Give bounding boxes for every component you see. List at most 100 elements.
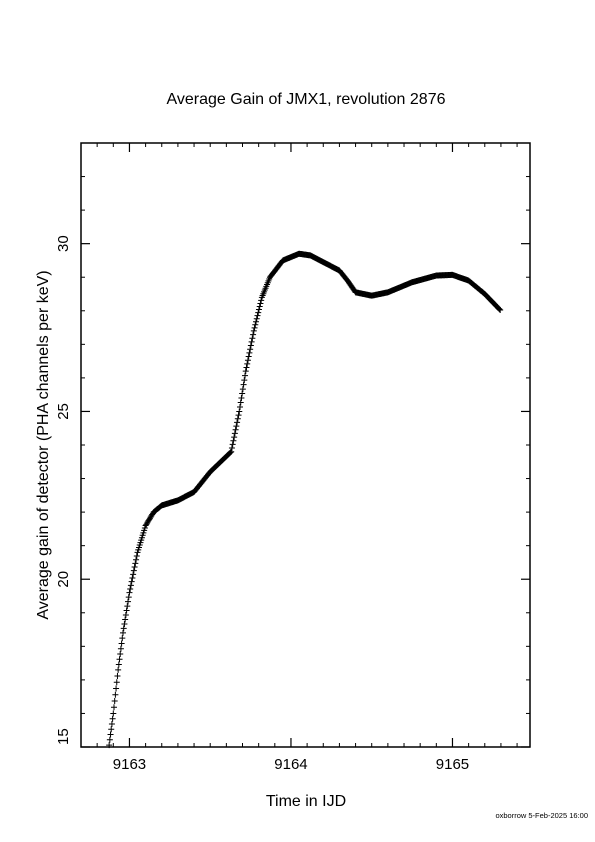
data-point bbox=[126, 589, 133, 596]
data-point bbox=[113, 679, 120, 686]
data-point bbox=[228, 448, 235, 455]
data-point bbox=[250, 331, 257, 338]
x-tick-label: 9165 bbox=[436, 756, 469, 773]
data-point bbox=[496, 306, 503, 313]
data-point bbox=[110, 710, 117, 717]
axis-ticks bbox=[80, 142, 530, 748]
data-point bbox=[128, 578, 135, 585]
data-point bbox=[133, 556, 140, 563]
data-point bbox=[235, 412, 242, 419]
axis-tick-labels: 9163 9164 9165 15 20 25 30 bbox=[55, 235, 469, 773]
data-point bbox=[239, 386, 246, 393]
data-point bbox=[256, 303, 263, 310]
data-point bbox=[231, 434, 238, 441]
data-point bbox=[254, 312, 261, 319]
data-point bbox=[243, 364, 250, 371]
data-point bbox=[236, 403, 243, 410]
data-point bbox=[247, 342, 254, 349]
data-point bbox=[251, 324, 258, 331]
data-point bbox=[253, 315, 260, 322]
data-point bbox=[234, 415, 241, 422]
data-point bbox=[247, 346, 254, 353]
data-point bbox=[249, 335, 256, 342]
chart-title: Average Gain of JMX1, revolution 2876 bbox=[167, 91, 446, 108]
data-point bbox=[236, 408, 243, 415]
data-point bbox=[111, 697, 118, 704]
data-point bbox=[252, 321, 259, 328]
data-point bbox=[237, 399, 244, 406]
data-point bbox=[239, 390, 246, 397]
data-point bbox=[230, 437, 237, 444]
plot-frame bbox=[80, 142, 531, 748]
data-point bbox=[244, 360, 251, 367]
data-point bbox=[119, 635, 126, 642]
data-point bbox=[118, 640, 125, 647]
data-point bbox=[242, 368, 249, 375]
data-point bbox=[125, 594, 132, 601]
data-point bbox=[229, 441, 236, 448]
data-point bbox=[130, 567, 137, 574]
data-point bbox=[246, 349, 253, 356]
data-point bbox=[122, 616, 129, 623]
y-tick-label: 30 bbox=[55, 235, 72, 252]
data-point bbox=[108, 726, 115, 733]
data-points bbox=[106, 250, 504, 749]
data-point bbox=[240, 381, 247, 388]
y-tick-label: 15 bbox=[55, 728, 72, 745]
data-point bbox=[122, 612, 129, 619]
data-point bbox=[107, 731, 114, 738]
data-point bbox=[253, 318, 260, 325]
data-point bbox=[116, 656, 123, 663]
data-point bbox=[244, 357, 251, 364]
data-point bbox=[258, 297, 265, 304]
data-point bbox=[109, 715, 116, 722]
y-tick-label: 20 bbox=[55, 571, 72, 588]
data-point bbox=[233, 423, 240, 430]
data-point bbox=[250, 327, 257, 334]
data-point bbox=[241, 377, 248, 384]
data-point bbox=[131, 564, 138, 571]
data-point bbox=[133, 553, 140, 560]
data-point bbox=[113, 685, 120, 692]
x-tick-label: 9164 bbox=[274, 756, 307, 773]
y-tick-label: 25 bbox=[55, 403, 72, 420]
data-point bbox=[228, 445, 235, 452]
data-point bbox=[231, 430, 238, 437]
data-point bbox=[120, 625, 127, 632]
data-point bbox=[226, 450, 233, 457]
data-point bbox=[115, 666, 122, 673]
data-point bbox=[123, 607, 130, 614]
data-point bbox=[255, 306, 262, 313]
x-axis-label: Time in IJD bbox=[266, 793, 346, 810]
data-point bbox=[117, 645, 124, 652]
data-point bbox=[245, 353, 252, 360]
y-axis-label: Average gain of detector (PHA channels p… bbox=[35, 270, 52, 619]
data-point bbox=[106, 736, 113, 743]
data-point bbox=[108, 720, 115, 727]
data-point bbox=[255, 309, 262, 316]
data-point bbox=[238, 395, 245, 402]
data-point bbox=[127, 582, 134, 589]
data-point bbox=[119, 629, 126, 636]
data-point bbox=[232, 426, 239, 433]
data-point bbox=[110, 704, 117, 711]
data-point bbox=[121, 620, 128, 627]
data-point bbox=[248, 338, 255, 345]
data-point bbox=[227, 449, 234, 456]
data-point bbox=[124, 603, 131, 610]
data-point bbox=[125, 598, 132, 605]
data-point bbox=[112, 691, 119, 698]
data-point bbox=[115, 661, 122, 668]
data-point bbox=[129, 575, 136, 582]
x-tick-label: 9163 bbox=[113, 756, 146, 773]
data-point bbox=[234, 419, 241, 426]
data-point bbox=[257, 300, 264, 307]
data-point bbox=[127, 585, 134, 592]
data-point bbox=[130, 571, 137, 578]
data-point bbox=[114, 673, 121, 680]
data-point bbox=[132, 560, 139, 567]
data-point bbox=[497, 307, 504, 314]
data-point bbox=[117, 651, 124, 658]
data-point bbox=[242, 372, 249, 379]
